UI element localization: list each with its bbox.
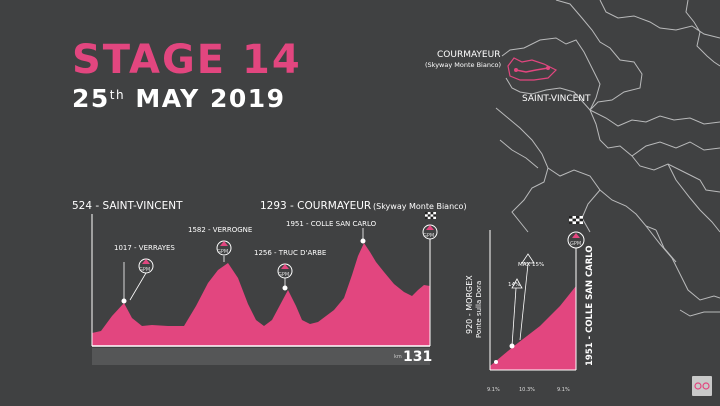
checkered-flag-icon — [425, 212, 436, 219]
segment-grade-3: 9.1% — [557, 387, 570, 393]
grade-marker-line — [511, 287, 517, 347]
km-bar — [92, 348, 430, 365]
grade-marker-dot — [509, 343, 515, 349]
gpm-badge-text-detail: GPM — [570, 241, 582, 247]
grade-triangle-icon — [511, 278, 523, 289]
stage-distance: 131 — [403, 349, 433, 365]
climb-4-dot — [360, 238, 366, 244]
border-lines — [495, 0, 720, 317]
map-finish-sub: (Skyway Monte Bianco) — [425, 61, 502, 69]
profile-start-label: 524 - SAINT-VINCENT — [72, 200, 183, 212]
climb-label-1: 1017 - VERRAYES — [114, 244, 175, 252]
profile-finish-sub: (Skyway Monte Bianco) — [373, 202, 467, 211]
stage-title: STAGE 14 — [72, 37, 302, 83]
climb-label-4: 1951 - COLLE SAN CARLO — [286, 220, 377, 228]
giro-logo-icon — [692, 376, 712, 396]
checkered-flag-icon — [569, 216, 583, 224]
profile-finish-label: 1293 - COURMAYEUR — [260, 200, 372, 212]
max-triangle-icon — [521, 253, 535, 264]
climb-label-3: 1256 - TRUC D'ARBE — [254, 249, 327, 257]
gpm-badge-text-finish: GPM — [423, 233, 435, 239]
date-month-year: MAY 2019 — [135, 84, 286, 113]
climb-start-sub: Ponte sulla Dora — [475, 280, 483, 338]
gpm-mountain-icon — [220, 241, 228, 246]
giro-logo-wheel — [694, 382, 702, 390]
climb-3-dot — [282, 285, 288, 291]
gpm-badge-text-2: GPM — [217, 249, 229, 255]
finish-dot — [514, 68, 518, 72]
max-grade-label: MAX 15% — [518, 262, 545, 268]
climb-detail-start-dot — [494, 360, 498, 364]
route-line — [515, 67, 549, 73]
segment-grade-1: 9.1% — [487, 387, 500, 393]
gpm-badge-text-1: GPM — [139, 267, 151, 273]
gpm-badge-text-3: GPM — [278, 272, 290, 278]
gpm-mountain-icon — [142, 259, 150, 264]
climb-1-leader — [129, 272, 147, 301]
gpm-mountain-icon — [572, 233, 580, 238]
climb-summit-label: 1951 - COLLE SAN CARLO — [585, 245, 595, 366]
date-day-suffix: th — [109, 88, 126, 102]
gpm-badge-detail — [567, 231, 585, 249]
start-dot — [546, 66, 550, 70]
valle-aosta-outline — [507, 57, 558, 81]
max-marker-line — [519, 263, 529, 341]
main-profile-area — [92, 243, 430, 346]
grade-label: 14% — [508, 282, 521, 288]
gpm-mountain-icon — [281, 264, 289, 269]
climb-start-label: 920 - MORGEX — [465, 275, 474, 334]
giro-logo-wheel — [702, 382, 710, 390]
climb-detail-area — [490, 286, 576, 370]
climb-label-2: 1582 - VERROGNE — [188, 226, 253, 234]
date-day: 25 — [72, 84, 110, 113]
stage-date: 25th MAY 2019 — [72, 84, 286, 114]
segment-grade-2: 10.3% — [519, 387, 535, 393]
map-start-name: SAINT-VINCENT — [522, 94, 591, 104]
km-unit: km — [394, 354, 402, 360]
gpm-mountain-icon — [426, 225, 434, 230]
climb-1-dot — [121, 298, 127, 304]
map-finish-name: COURMAYEUR — [437, 50, 501, 60]
